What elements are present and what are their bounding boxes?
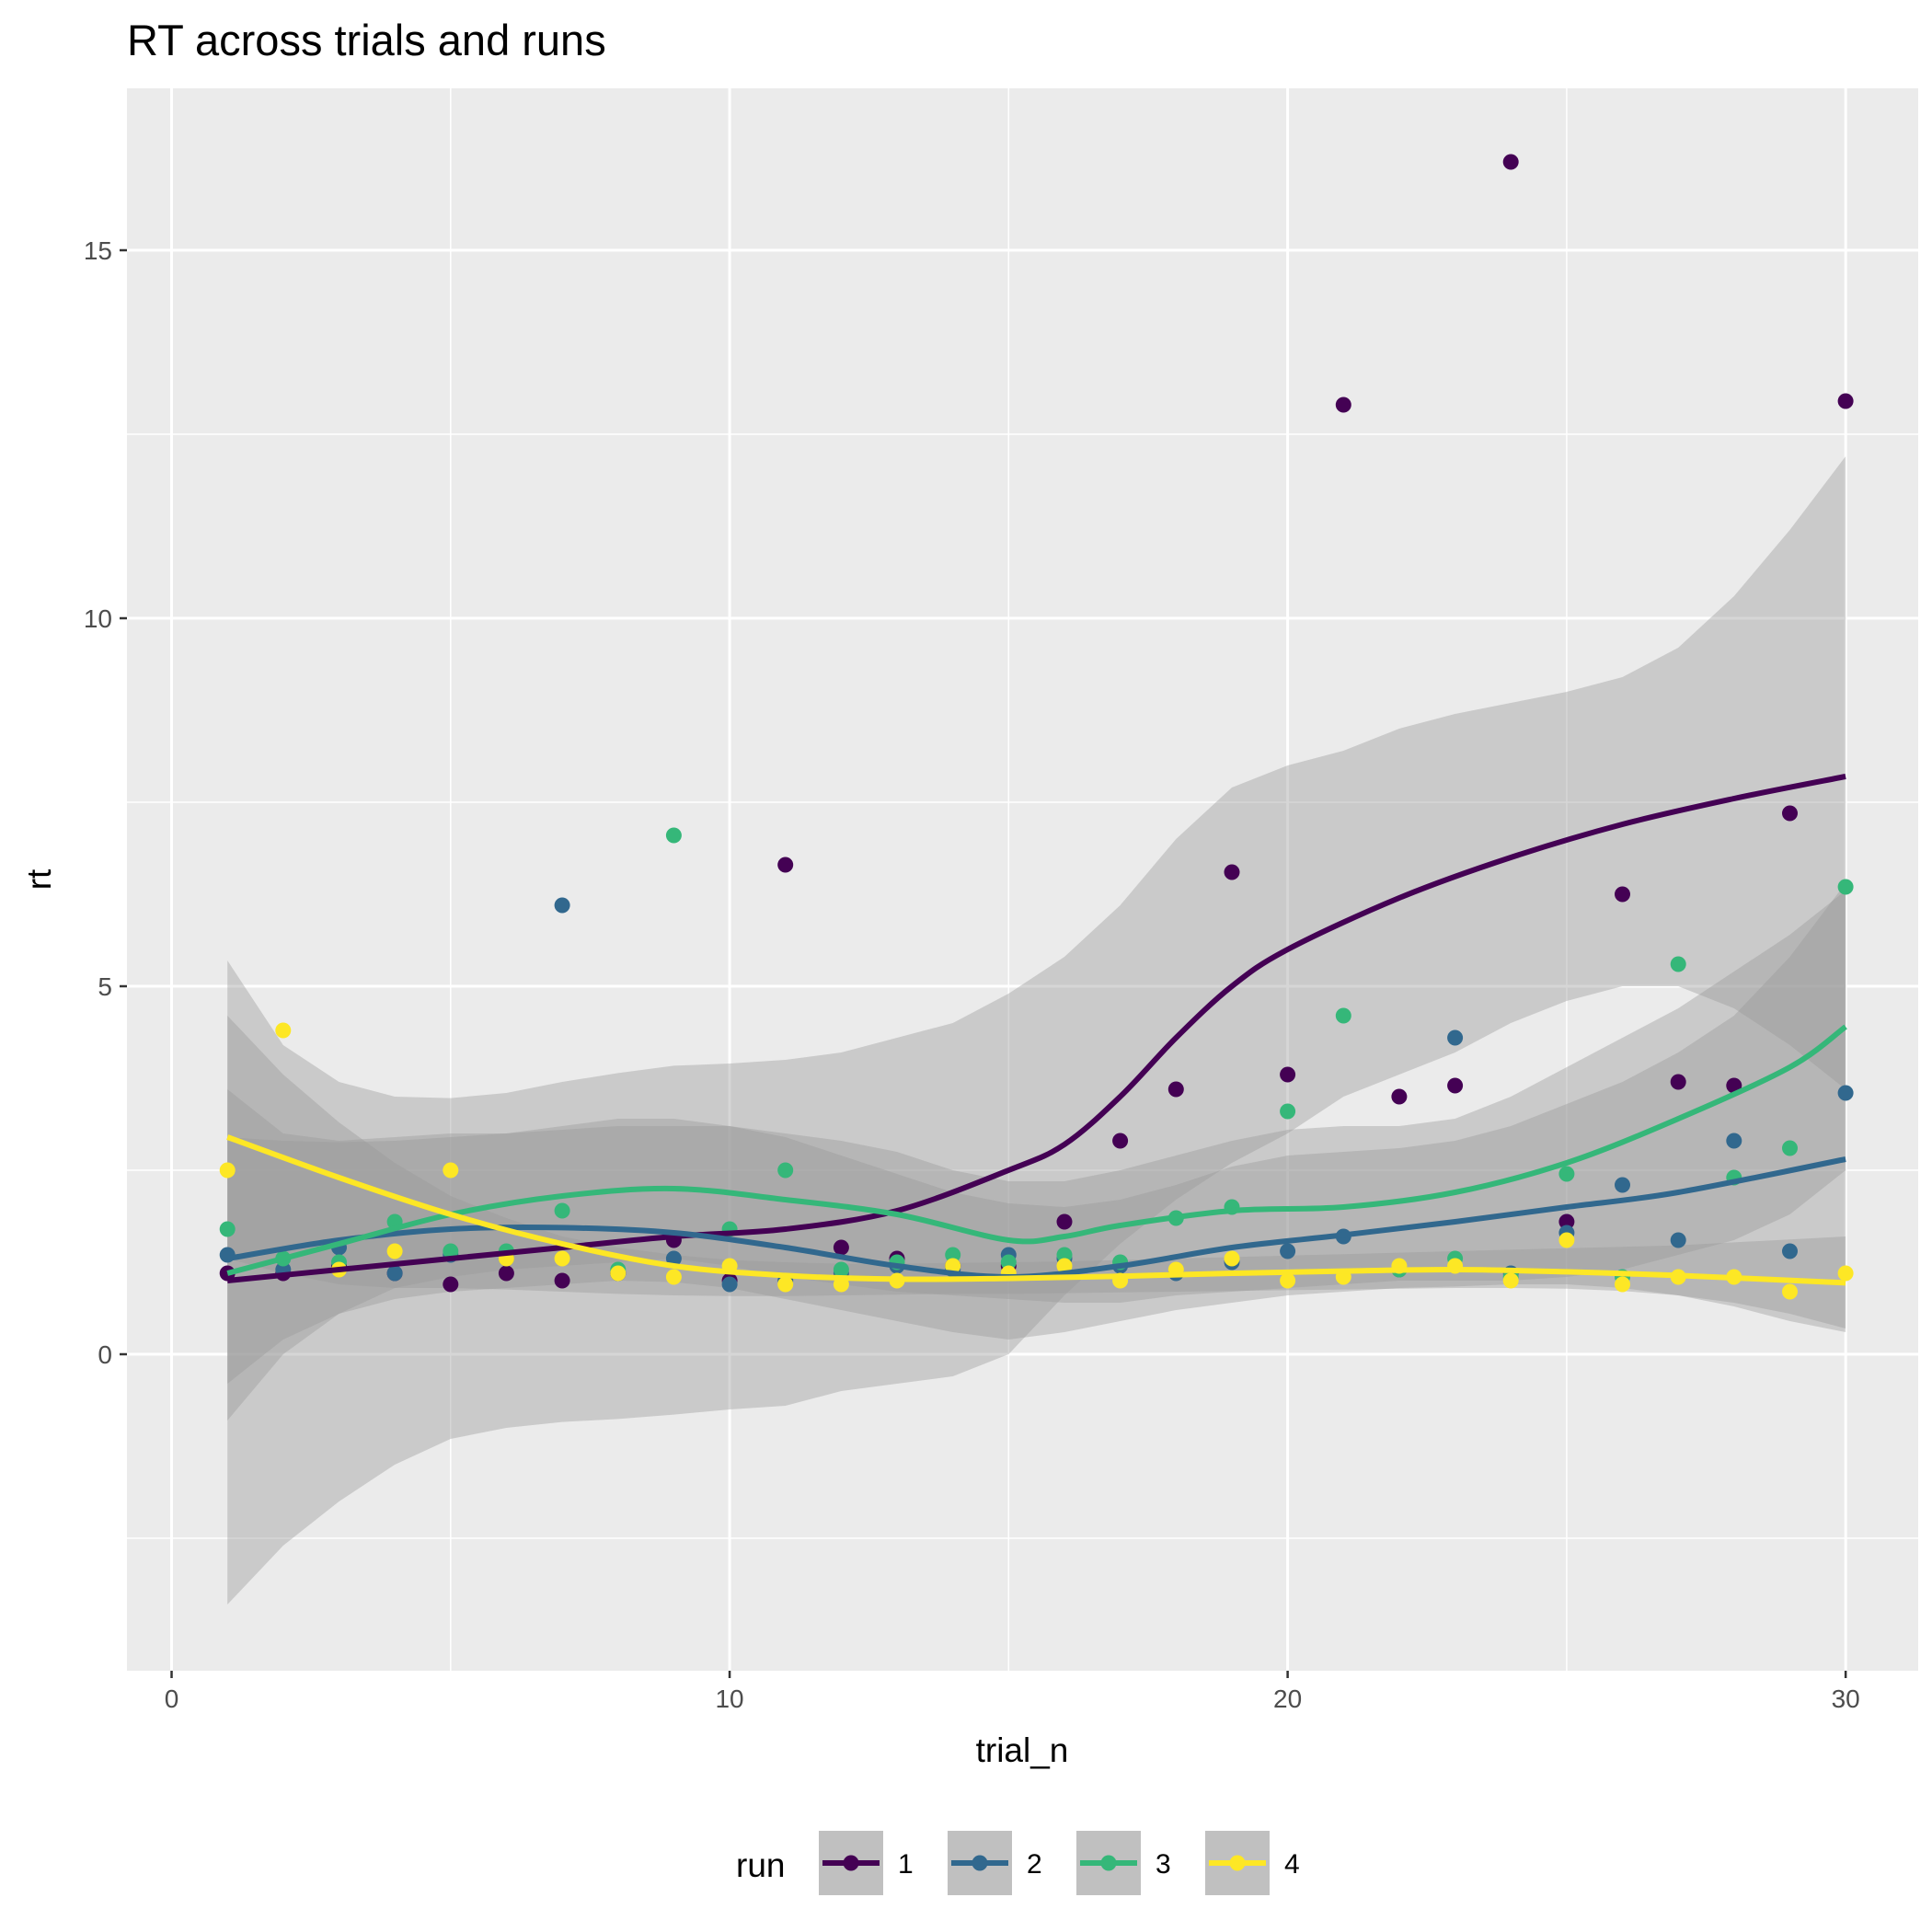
data-point-run-1: [1502, 154, 1519, 170]
data-point-run-3: [1280, 1103, 1296, 1120]
data-point-run-2: [1615, 1177, 1630, 1193]
data-point-run-1: [498, 1265, 514, 1282]
data-point-run-1: [1391, 1088, 1408, 1105]
legend-label: 2: [1027, 1849, 1042, 1880]
legend-item-run-2: 2: [948, 1831, 1042, 1895]
data-point-run-4: [1280, 1272, 1296, 1289]
x-tick-label: 30: [1832, 1685, 1860, 1713]
data-point-run-4: [610, 1265, 627, 1282]
smooth-lines: [226, 774, 1847, 1286]
data-point-run-4: [1502, 1272, 1519, 1289]
data-point-run-1: [1837, 393, 1854, 409]
x-tick-label: 10: [715, 1685, 743, 1713]
data-point-run-4: [386, 1243, 403, 1259]
data-point-run-3: [1670, 956, 1686, 972]
smooth-line-run-1: [226, 774, 1846, 1283]
y-tick-label: 0: [98, 1340, 112, 1369]
data-point-run-3: [1000, 1254, 1017, 1271]
data-point-run-1: [443, 1276, 459, 1293]
legend: run 1 2 3 4: [736, 1831, 1300, 1895]
legend-label: 1: [898, 1849, 914, 1880]
legend-label: 4: [1284, 1849, 1300, 1880]
data-point-run-3: [1782, 1140, 1798, 1156]
data-point-run-2: [1837, 1085, 1854, 1101]
data-point-run-3: [443, 1243, 459, 1259]
data-point-run-4: [945, 1258, 961, 1274]
data-point-run-1: [833, 1239, 849, 1256]
data-point-run-1: [1335, 397, 1351, 413]
data-point-run-4: [665, 1269, 682, 1285]
legend-item-run-1: 1: [819, 1831, 914, 1895]
data-point-run-2: [554, 897, 570, 914]
legend-key-point: [1229, 1855, 1246, 1871]
data-point-run-3: [777, 1162, 794, 1179]
data-point-run-1: [1447, 1077, 1464, 1094]
data-point-run-2: [1447, 1029, 1464, 1046]
data-point-run-4: [554, 1250, 570, 1267]
data-point-run-4: [777, 1276, 794, 1293]
data-point-run-4: [1837, 1265, 1854, 1282]
legend-key-point: [972, 1855, 988, 1871]
data-point-run-4: [443, 1162, 459, 1179]
legend-key-point: [843, 1855, 859, 1871]
y-tick-label: 5: [98, 972, 112, 1001]
y-tick-label: 15: [84, 236, 112, 265]
data-point-run-3: [945, 1247, 961, 1263]
legend-item-run-4: 4: [1205, 1831, 1300, 1895]
legend-label: 3: [1156, 1849, 1171, 1880]
smooth-line-run-4: [226, 1134, 1846, 1286]
data-point-run-1: [1670, 1074, 1686, 1090]
smooth-line-run-3: [226, 1024, 1847, 1276]
data-point-run-4: [1615, 1276, 1630, 1293]
legend-title: run: [736, 1846, 785, 1884]
data-point-run-2: [386, 1265, 403, 1282]
data-point-run-2: [721, 1276, 738, 1293]
data-point-run-4: [219, 1162, 236, 1179]
data-point-run-1: [1558, 1213, 1575, 1230]
plot-panel: [127, 88, 1918, 1671]
data-point-run-2: [1726, 1133, 1742, 1149]
data-point-run-4: [1782, 1283, 1798, 1300]
y-axis-title: rt: [20, 868, 58, 890]
data-point-run-1: [1112, 1133, 1129, 1149]
confidence-band-run-1: [227, 456, 1846, 1604]
chart-title: RT across trials and runs: [127, 16, 606, 64]
data-point-run-4: [1056, 1258, 1073, 1274]
x-tick-label: 20: [1273, 1685, 1302, 1713]
data-point-run-1: [1782, 805, 1798, 822]
x-axis-title: trial_n: [976, 1731, 1069, 1769]
data-point-run-1: [777, 857, 794, 873]
data-point-run-1: [1224, 864, 1240, 880]
confidence-band-run-4: [227, 1016, 1846, 1328]
legend-key-point: [1100, 1855, 1117, 1871]
data-point-run-3: [1335, 1007, 1351, 1024]
data-point-run-4: [1224, 1250, 1240, 1267]
data-point-run-3: [1558, 1166, 1575, 1182]
data-point-run-3: [833, 1261, 849, 1278]
data-point-run-3: [219, 1221, 236, 1237]
data-point-run-4: [1558, 1232, 1575, 1248]
confidence-band-run-3: [227, 891, 1846, 1420]
data-point-run-1: [1615, 886, 1630, 903]
x-tick-label: 0: [165, 1685, 179, 1713]
data-point-run-3: [554, 1202, 570, 1219]
data-point-run-4: [275, 1022, 292, 1039]
y-tick-label: 10: [84, 604, 112, 633]
data-point-run-3: [1837, 879, 1854, 895]
data-point-run-1: [554, 1272, 570, 1289]
data-point-run-2: [1670, 1232, 1686, 1248]
data-point-run-2: [665, 1250, 682, 1267]
data-point-run-2: [1782, 1243, 1798, 1259]
data-point-run-1: [1280, 1066, 1296, 1083]
data-point-run-2: [1280, 1243, 1296, 1259]
data-point-run-1: [1167, 1081, 1184, 1098]
data-point-run-1: [1056, 1213, 1073, 1230]
data-point-run-3: [1056, 1247, 1073, 1263]
axes: 0 10 20 30 0 5 10 15: [84, 236, 1860, 1713]
legend-item-run-3: 3: [1076, 1831, 1171, 1895]
data-point-run-3: [665, 827, 682, 844]
